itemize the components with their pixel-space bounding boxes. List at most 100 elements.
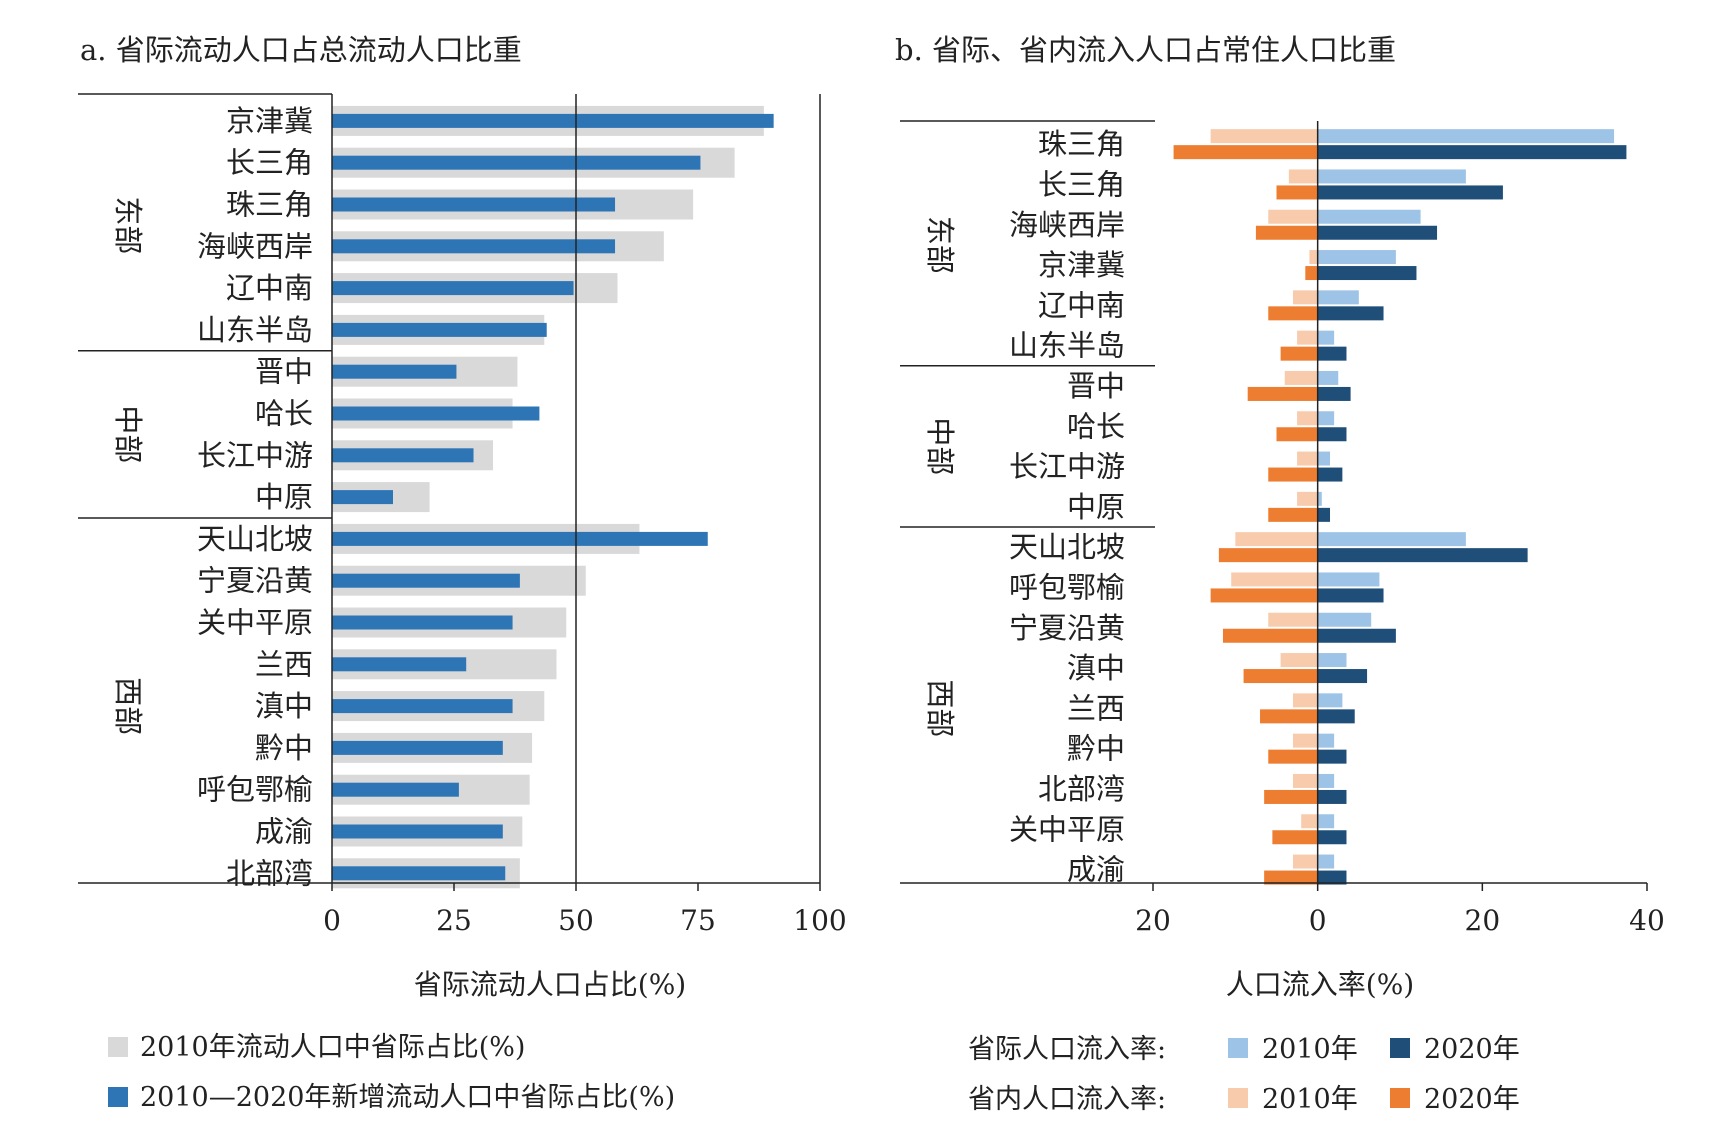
- category-label-关中平原: 关中平原: [197, 606, 313, 640]
- bar-intraprov-2010-滇中: [1280, 653, 1318, 668]
- bar-intraprov-2020-京津冀: [1305, 266, 1318, 281]
- bar-interprov-2010-呼包鄂榆: [1317, 572, 1380, 587]
- bar-intraprov-2020-哈长: [1276, 427, 1318, 442]
- bar-new-成渝: [332, 824, 503, 839]
- category-label-哈长: 哈长: [1067, 409, 1125, 443]
- bar-new-京津冀: [332, 113, 774, 128]
- legend-b-swatch-intraprov-2010: [1228, 1088, 1248, 1108]
- category-label-哈长: 哈长: [255, 397, 313, 431]
- group-label-东部: 东部: [111, 196, 145, 254]
- panel-b-category-labels: 珠三角长三角海峡西岸京津冀辽中南山东半岛晋中哈长长江中游中原天山北坡呼包鄂榆宁夏…: [1009, 127, 1125, 886]
- panel-b-axes: [900, 120, 1648, 891]
- bar-new-山东半岛: [332, 322, 547, 337]
- legend-b-label-intraprov-2010: 2010年: [1262, 1084, 1358, 1115]
- category-label-晋中: 晋中: [1067, 369, 1125, 403]
- bar-interprov-2020-珠三角: [1317, 145, 1627, 160]
- bar-intraprov-2020-辽中南: [1268, 306, 1318, 321]
- category-label-呼包鄂榆: 呼包鄂榆: [197, 773, 313, 807]
- category-label-宁夏沿黄: 宁夏沿黄: [197, 564, 313, 598]
- category-label-京津冀: 京津冀: [226, 104, 313, 138]
- x-tick-label-100: 100: [793, 904, 846, 937]
- category-label-山东半岛: 山东半岛: [197, 313, 313, 347]
- panel-a-category-labels: 京津冀长三角珠三角海峡西岸辽中南山东半岛晋中哈长长江中游中原天山北坡宁夏沿黄关中…: [197, 104, 313, 890]
- legend-a: 2010年流动人口中省际占比(%) 2010—2020年新增流动人口中省际占比(…: [108, 1032, 675, 1113]
- category-label-辽中南: 辽中南: [1038, 288, 1125, 322]
- bar-intraprov-2020-北部湾: [1264, 789, 1318, 804]
- bar-intraprov-2010-关中平原: [1301, 814, 1318, 829]
- category-label-关中平原: 关中平原: [1009, 812, 1125, 846]
- bar-interprov-2010-成渝: [1317, 854, 1335, 869]
- legend-a-swatch-new: [108, 1087, 128, 1107]
- panel-a-title: a. 省际流动人口占总流动人口比重: [80, 33, 522, 67]
- legend-b-row1-label: 省际人口流入率:: [968, 1034, 1166, 1065]
- bar-new-长三角: [332, 155, 701, 170]
- category-label-珠三角: 珠三角: [226, 188, 313, 222]
- bar-intraprov-2010-哈长: [1297, 411, 1318, 426]
- group-label-中部: 中部: [923, 417, 957, 475]
- bar-new-哈长: [332, 406, 540, 421]
- bar-new-北部湾: [332, 866, 506, 881]
- category-label-海峡西岸: 海峡西岸: [197, 229, 313, 263]
- bar-interprov-2020-辽中南: [1317, 306, 1384, 321]
- category-label-宁夏沿黄: 宁夏沿黄: [1009, 611, 1125, 645]
- category-label-天山北坡: 天山北坡: [197, 522, 313, 556]
- bar-intraprov-2020-黔中: [1268, 749, 1318, 764]
- bar-intraprov-2010-黔中: [1292, 733, 1318, 748]
- bar-new-海峡西岸: [332, 239, 616, 254]
- bar-interprov-2010-海峡西岸: [1317, 209, 1421, 224]
- bar-intraprov-2020-兰西: [1260, 709, 1318, 724]
- bar-interprov-2020-关中平原: [1317, 830, 1347, 845]
- group-label-东部: 东部: [923, 216, 957, 274]
- bar-intraprov-2020-长江中游: [1268, 467, 1318, 482]
- panel-b-bars: [1173, 129, 1627, 885]
- category-label-中原: 中原: [1067, 490, 1125, 524]
- bar-interprov-2020-长三角: [1317, 185, 1503, 200]
- category-label-北部湾: 北部湾: [1038, 772, 1125, 806]
- bar-interprov-2020-北部湾: [1317, 789, 1347, 804]
- bar-intraprov-2020-成渝: [1264, 870, 1318, 885]
- category-label-兰西: 兰西: [255, 647, 313, 681]
- bar-interprov-2010-珠三角: [1317, 129, 1615, 144]
- bar-intraprov-2020-山东半岛: [1280, 346, 1318, 361]
- x-tick-label-0: 0: [323, 904, 341, 937]
- category-label-黔中: 黔中: [255, 731, 313, 765]
- bar-new-宁夏沿黄: [332, 573, 520, 588]
- bar-intraprov-2010-晋中: [1284, 370, 1318, 385]
- bar-interprov-2010-北部湾: [1317, 773, 1335, 788]
- category-label-滇中: 滇中: [1067, 651, 1125, 685]
- bar-intraprov-2010-长三角: [1288, 169, 1318, 184]
- category-label-黔中: 黔中: [1067, 732, 1125, 766]
- category-label-珠三角: 珠三角: [1038, 127, 1125, 161]
- x-tick-label-0: 0: [1309, 904, 1327, 937]
- bar-new-珠三角: [332, 197, 616, 212]
- bar-interprov-2010-长三角: [1317, 169, 1466, 184]
- bar-new-滇中: [332, 699, 513, 714]
- panel-a-xlabel: 省际流动人口占比(%): [414, 968, 686, 1001]
- bar-intraprov-2020-晋中: [1247, 386, 1318, 401]
- bar-new-辽中南: [332, 281, 574, 296]
- bar-new-兰西: [332, 657, 467, 672]
- bar-intraprov-2020-关中平原: [1272, 830, 1318, 845]
- bar-interprov-2020-成渝: [1317, 870, 1347, 885]
- bar-new-黔中: [332, 740, 503, 755]
- bar-new-中原: [332, 490, 393, 505]
- category-label-晋中: 晋中: [255, 355, 313, 389]
- bar-new-关中平原: [332, 615, 513, 630]
- bar-new-长江中游: [332, 448, 474, 463]
- bar-intraprov-2010-成渝: [1292, 854, 1318, 869]
- bar-interprov-2020-黔中: [1317, 749, 1347, 764]
- bar-interprov-2010-关中平原: [1317, 814, 1335, 829]
- x-tick-label-50: 50: [558, 904, 594, 937]
- panel-a-axes: [78, 93, 821, 891]
- bar-interprov-2020-中原: [1317, 507, 1331, 522]
- category-label-长三角: 长三角: [1038, 167, 1125, 201]
- legend-b-label-interprov-2020: 2020年: [1424, 1034, 1520, 1065]
- bar-intraprov-2010-中原: [1297, 491, 1318, 506]
- category-label-海峡西岸: 海峡西岸: [1009, 208, 1125, 242]
- x-tick-label-75: 75: [680, 904, 716, 937]
- x-tick-label-25: 25: [436, 904, 472, 937]
- bar-interprov-2010-黔中: [1317, 733, 1335, 748]
- category-label-呼包鄂榆: 呼包鄂榆: [1009, 570, 1125, 604]
- panel-a: a. 省际流动人口占总流动人口比重 京津冀长三角珠三角海峡西岸辽中南山东半岛晋中…: [78, 33, 847, 1001]
